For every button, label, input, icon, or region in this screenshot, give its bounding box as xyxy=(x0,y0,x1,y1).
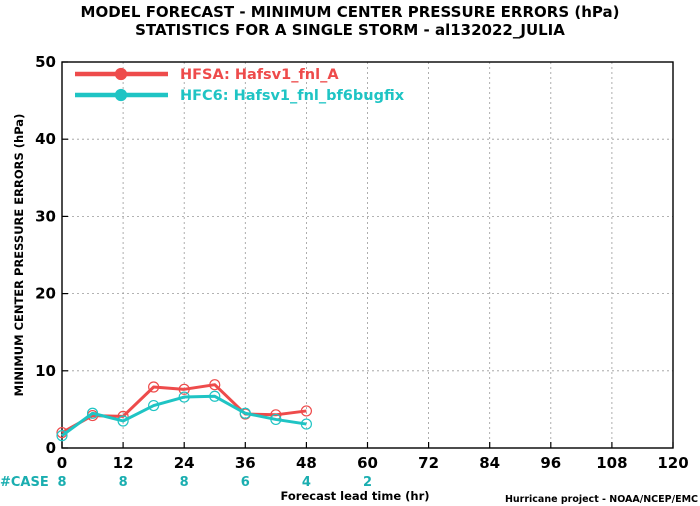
y-tick-label: 40 xyxy=(35,130,56,148)
case-label: #CASE xyxy=(0,475,49,490)
y-tick-label: 20 xyxy=(35,285,56,303)
data-point-series-2 xyxy=(300,418,312,430)
credit-text: Hurricane project - NOAA/NCEP/EMC xyxy=(505,494,698,505)
x-tick-label: 12 xyxy=(113,454,134,472)
data-point-series-2 xyxy=(56,430,68,442)
series-lines xyxy=(56,379,312,442)
chart-title: MODEL FORECAST - MINIMUM CENTER PRESSURE… xyxy=(81,3,620,21)
data-point-series-2 xyxy=(148,399,160,412)
plot-frame xyxy=(61,61,674,449)
chart-subtitle: STATISTICS FOR A SINGLE STORM - al132022… xyxy=(135,21,565,39)
y-tick-label: 50 xyxy=(35,53,56,71)
legend-marker-hfsa xyxy=(114,67,128,81)
x-tick-label: 84 xyxy=(479,454,500,472)
x-axis-label: Forecast lead time (hr) xyxy=(280,489,429,503)
legend-marker-hfc6 xyxy=(114,88,128,102)
x-tick-label: 120 xyxy=(657,454,688,472)
data-point-series-2 xyxy=(117,415,129,427)
case-count: 8 xyxy=(57,475,66,490)
data-point-series-1 xyxy=(209,379,221,391)
data-point-series-2 xyxy=(270,413,282,426)
x-tick-label: 48 xyxy=(296,454,317,472)
x-tick-label: 72 xyxy=(418,454,439,472)
axis-ticks: 0 12 24 36 48 60 72 84 96 108 120 0 10 20 30 40 50 xyxy=(35,53,689,472)
y-tick-label: 30 xyxy=(35,207,56,225)
case-counts: 8 8 8 6 4 2 xyxy=(57,475,372,490)
data-point-series-1 xyxy=(148,381,160,393)
data-point-series-2 xyxy=(178,391,190,403)
legend: HFSA: Hafsv1_fnl_A HFC6: Hafsv1_fnl_bf6b… xyxy=(75,67,405,104)
x-tick-label: 24 xyxy=(174,454,195,472)
case-count: 2 xyxy=(363,475,372,490)
case-count: 8 xyxy=(119,475,128,490)
y-tick-label: 10 xyxy=(35,362,56,380)
data-point-series-1 xyxy=(178,383,190,395)
data-point-series-1 xyxy=(300,405,312,417)
y-axis-label: MINIMUM CENTER PRESSURE ERRORS (hPa) xyxy=(12,114,26,397)
x-tick-label: 60 xyxy=(357,454,378,472)
grid xyxy=(62,62,673,448)
data-point-series-2 xyxy=(209,390,221,402)
data-point-series-2 xyxy=(239,407,251,419)
x-tick-label: 36 xyxy=(235,454,256,472)
data-point-series-2 xyxy=(86,407,99,419)
case-count: 8 xyxy=(180,475,189,490)
x-tick-label: 96 xyxy=(540,454,561,472)
y-tick-label: 0 xyxy=(46,439,56,457)
case-count: 4 xyxy=(302,475,311,490)
legend-label-hfsa: HFSA: Hafsv1_fnl_A xyxy=(180,67,339,83)
series-line-2 xyxy=(61,394,307,437)
x-tick-label: 0 xyxy=(57,454,67,472)
legend-label-hfc6: HFC6: Hafsv1_fnl_bf6bugfix xyxy=(180,88,405,104)
x-tick-label: 108 xyxy=(596,454,627,472)
case-count: 6 xyxy=(241,475,250,490)
